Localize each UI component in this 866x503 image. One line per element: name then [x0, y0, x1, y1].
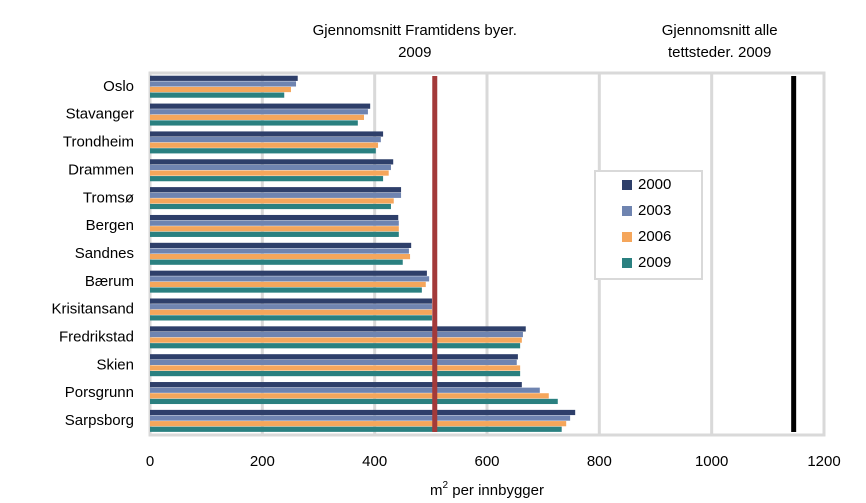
bar: [150, 164, 391, 171]
y-tick-label: Trondheim: [63, 134, 134, 151]
bar: [150, 176, 384, 182]
bar: [150, 120, 358, 126]
reference-label: 2009: [398, 44, 431, 61]
bar: [150, 326, 526, 332]
bar: [150, 343, 521, 349]
bar: [150, 248, 409, 254]
legend-swatch: [622, 232, 632, 242]
bar: [150, 159, 394, 165]
bar: [150, 359, 517, 365]
legend-label: 2006: [638, 228, 671, 245]
y-tick-label: Drammen: [68, 161, 134, 178]
bar: [150, 220, 399, 226]
bar: [150, 170, 389, 176]
x-axis-label-part: m: [430, 482, 443, 499]
bar: [150, 398, 558, 405]
bar: [150, 226, 399, 232]
bar: [150, 259, 403, 265]
bar: [150, 315, 432, 321]
y-tick-label: Bergen: [86, 217, 134, 234]
legend-swatch: [622, 180, 632, 190]
bar: [150, 309, 432, 315]
x-tick-label: 1200: [807, 453, 840, 470]
y-tick-label: Sandnes: [75, 245, 134, 262]
bar: [150, 81, 297, 87]
legend-swatch: [622, 258, 632, 268]
bar: [150, 75, 298, 81]
bar: [150, 382, 522, 388]
bar: [150, 131, 384, 137]
bar: [150, 148, 376, 154]
y-tick-label: Bærum: [85, 273, 134, 290]
x-tick-label: 800: [587, 453, 612, 470]
bar: [150, 365, 521, 371]
bar: [150, 415, 571, 421]
x-axis-label-part: per innbygger: [448, 482, 544, 499]
x-tick-label: 600: [474, 453, 499, 470]
bar: [150, 287, 422, 293]
bar: [150, 192, 402, 198]
y-tick-label: Tromsø: [83, 189, 134, 206]
bar: [150, 393, 549, 399]
bar: [150, 203, 391, 210]
bar: [150, 370, 521, 377]
bar: [150, 304, 432, 310]
bar: [150, 254, 411, 260]
x-axis-label-part: 2: [443, 480, 449, 491]
bar: [150, 426, 562, 432]
bar: [150, 86, 291, 93]
bar: [150, 354, 518, 360]
y-tick-label: Fredrikstad: [59, 329, 134, 346]
bar: [150, 331, 523, 338]
reference-label: Gjennomsnitt Framtidens byer.: [313, 22, 517, 39]
y-tick-label: Porsgrunn: [65, 384, 134, 401]
bar: [150, 409, 576, 416]
reference-label: Gjennomsnitt alle: [662, 22, 778, 39]
y-tick-label: Krisitansand: [51, 301, 134, 318]
x-axis-label: m2 per innbygger: [430, 480, 544, 499]
y-tick-label: Skien: [96, 356, 134, 373]
bar: [150, 214, 399, 221]
x-tick-label: 0: [146, 453, 154, 470]
legend-label: 2003: [638, 202, 671, 219]
bar: [150, 109, 368, 115]
bar: [150, 421, 567, 427]
bar: [150, 137, 381, 143]
y-tick-label: Stavanger: [66, 106, 134, 123]
x-tick-label: 1000: [695, 453, 728, 470]
bar: [150, 198, 394, 204]
legend-box: [594, 170, 703, 280]
bar: [150, 387, 540, 393]
bar: [150, 270, 427, 276]
bar: [150, 187, 402, 193]
x-tick-label: 400: [362, 453, 387, 470]
bar: [150, 337, 522, 343]
bar: [150, 142, 379, 148]
reference-label: tettsteder. 2009: [668, 44, 771, 61]
bar: [150, 103, 371, 109]
y-tick-label: Sarpsborg: [65, 412, 134, 429]
bar: [150, 231, 399, 237]
bar: [150, 242, 412, 248]
bar: [150, 281, 426, 288]
y-tick-label: Oslo: [103, 78, 134, 95]
bar: [150, 298, 432, 304]
bar: [150, 92, 285, 98]
x-tick-label: 200: [250, 453, 275, 470]
bar: [150, 276, 430, 282]
legend-label: 2009: [638, 254, 671, 271]
legend-label: 2000: [638, 176, 671, 193]
legend-swatch: [622, 206, 632, 216]
bar: [150, 114, 364, 120]
